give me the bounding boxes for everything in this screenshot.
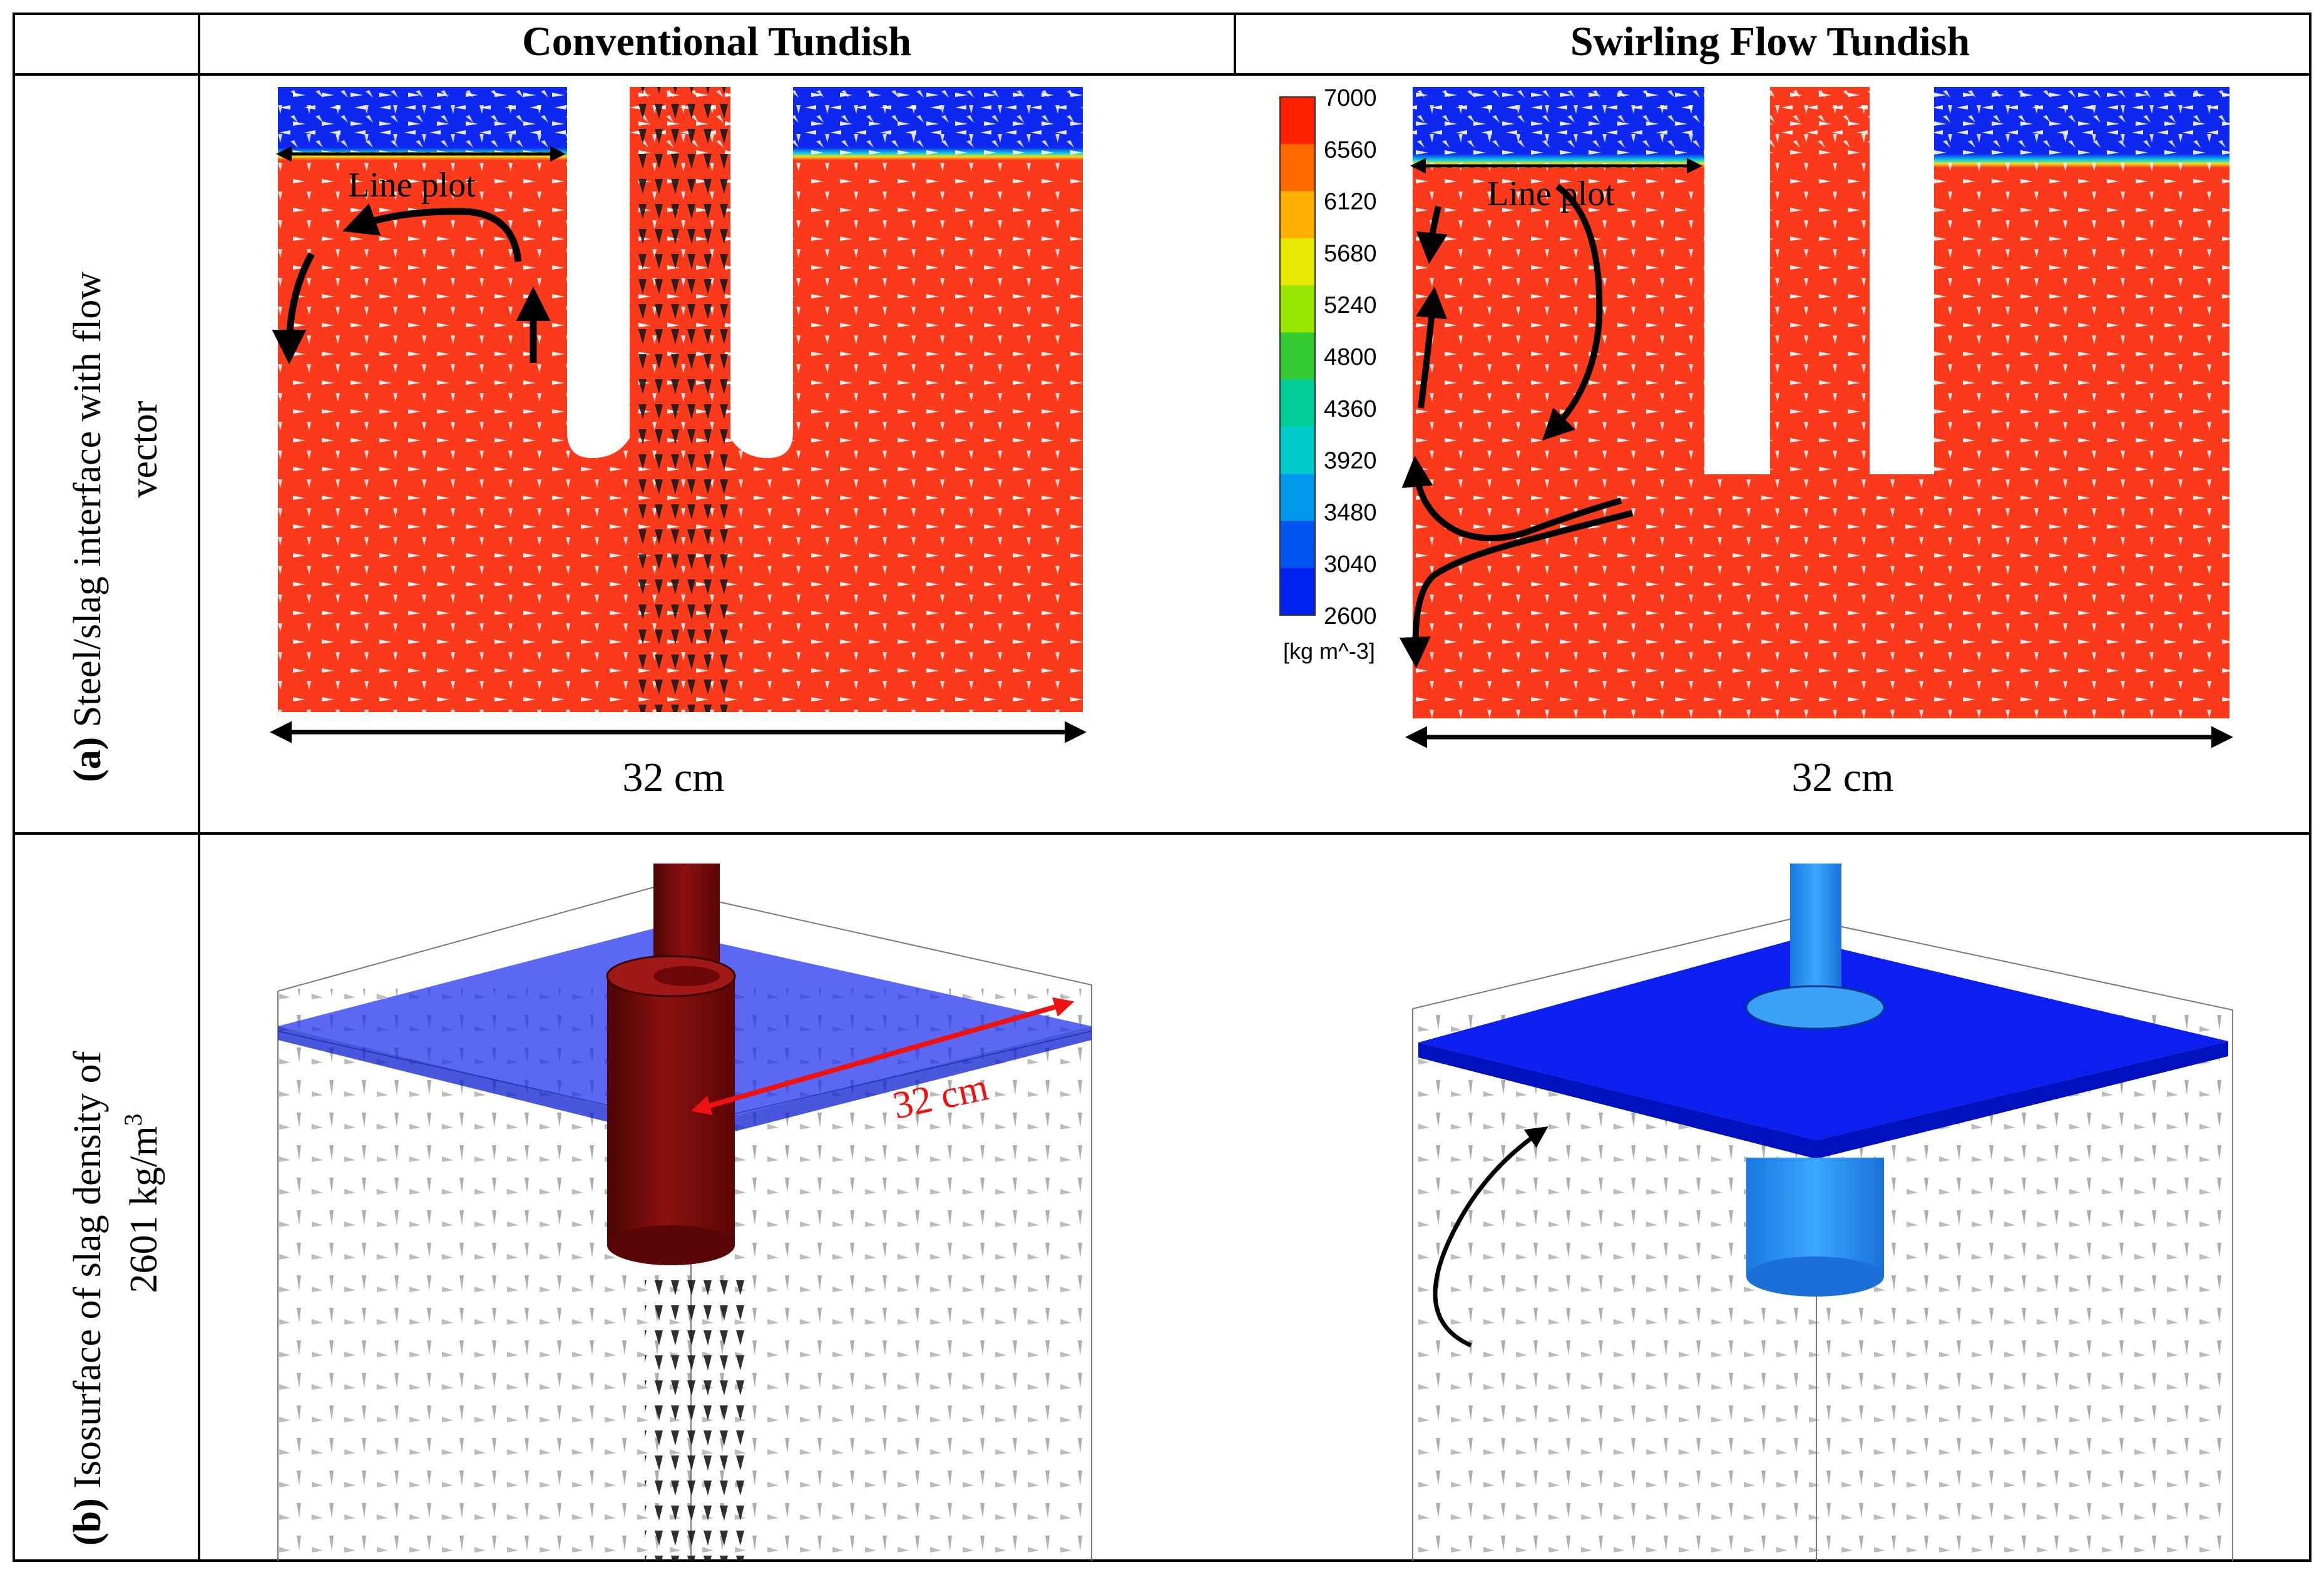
colorbar-tick-label: 3480 [1324, 499, 1377, 526]
density-colorbar: 7000 6560 6120 5680 5240 4800 4360 3920 3480 3040… [1279, 85, 1377, 664]
colorbar-tick-label: 4360 [1324, 396, 1377, 422]
inlet-nozzle-upper [1790, 864, 1841, 1006]
colorbar-tick-label: 7000 [1324, 85, 1377, 111]
colorbar-tick-label: 6120 [1324, 189, 1377, 215]
jet-vectors [645, 1277, 747, 1561]
row-b-label-bold: (b) [66, 1498, 109, 1546]
colorbar-tick-label: 3040 [1324, 551, 1377, 578]
colorbar-block [1280, 521, 1315, 569]
header-swirling: Swirling Flow Tundish [1570, 19, 1970, 64]
svg-text:(b) Isosurface of slag density: (b) Isosurface of slag density of [66, 1051, 109, 1546]
colorbar-block [1280, 144, 1315, 192]
colorbar-block [1280, 285, 1315, 334]
circulation-arrow-split-down [1399, 510, 1634, 668]
colorbar-tick-label: 5680 [1324, 240, 1377, 267]
nozzle-bottom [607, 1225, 735, 1265]
colorbar-block [1280, 426, 1315, 475]
row-a-label-line1: Steel/slag interface with flow [66, 272, 109, 737]
nozzle-bottom [1746, 1256, 1884, 1297]
row-b-label-line2: 2601 kg/m [123, 1126, 165, 1293]
line-plot-label-right: Line plot [1487, 175, 1615, 213]
row-a-label: (a) Steel/slag interface with flow vecto… [66, 272, 165, 782]
colorbar-tick-label: 3920 [1324, 448, 1377, 474]
colorbar-ticks: 7000 6560 6120 5680 5240 4800 4360 3920 3480 3040… [1324, 85, 1377, 629]
width-label-a-left: 32 cm [622, 755, 724, 800]
nozzle-rim [1745, 985, 1885, 1030]
colorbar-unit: [kg m^-3] [1283, 638, 1375, 664]
inlet-jet-vectors [630, 87, 730, 712]
circulation-arrow-center [1542, 183, 1603, 441]
slag-isosurface [1418, 939, 2228, 1140]
row-b-label: (b) Isosurface of slag density of 2601 k… [66, 1051, 165, 1546]
row-b-label-sup: 3 [119, 1114, 147, 1126]
nozzle-inner-pipe [653, 966, 720, 986]
panel-a-conventional: Line plot 32 cm [270, 87, 1087, 800]
row-a-label-bold: (a) [66, 737, 109, 782]
colorbar-tick-label: 6560 [1324, 137, 1377, 163]
circulation-arrow-top [342, 203, 522, 262]
row-a-label-line2: vector [123, 400, 165, 497]
colorbar-block [1280, 568, 1315, 616]
table-grid [13, 13, 2311, 1562]
svg-text:2601 kg/m3: 2601 kg/m3 [119, 1114, 165, 1293]
colorbar-blocks [1280, 97, 1315, 616]
panel-b-conventional: 32 cm [277, 864, 1092, 1564]
velocity-vectors-slag [1413, 87, 2229, 154]
width-label-a-right: 32 cm [1791, 755, 1893, 800]
circulation-arrow-left-up [1416, 287, 1447, 409]
colorbar-tick-label: 2600 [1324, 603, 1377, 629]
panel-a-swirling: Line plot 32 cm [1399, 87, 2233, 800]
circulation-arrow-left-top [1416, 205, 1448, 264]
line-plot-label-left: Line plot [348, 166, 476, 205]
width-dimension-3d [690, 997, 1075, 1116]
swirl-arrow [1433, 1126, 1548, 1348]
inlet-nozzle-body [607, 976, 735, 1245]
circulation-arrow-left [272, 252, 315, 364]
domain-wireframe [277, 886, 1092, 1561]
colorbar-block [1280, 97, 1315, 145]
panel-b-swirling [1412, 864, 2233, 1561]
colorbar-block [1280, 379, 1315, 427]
header-conventional: Conventional Tundish [522, 19, 911, 64]
colorbar-tick-label: 4800 [1324, 344, 1377, 370]
velocity-vectors [1413, 87, 2229, 718]
colorbar-block [1280, 191, 1315, 239]
colorbar-block [1280, 238, 1315, 287]
colorbar-block [1280, 332, 1315, 380]
circulation-arrow-split [1401, 456, 1622, 541]
colorbar-block [1280, 474, 1315, 522]
colorbar-tick-label: 5240 [1324, 292, 1377, 319]
svg-text:(a) Steel/slag interface with: (a) Steel/slag interface with flow [66, 272, 109, 782]
row-b-label-line1: Isosurface of slag density of [66, 1051, 109, 1498]
